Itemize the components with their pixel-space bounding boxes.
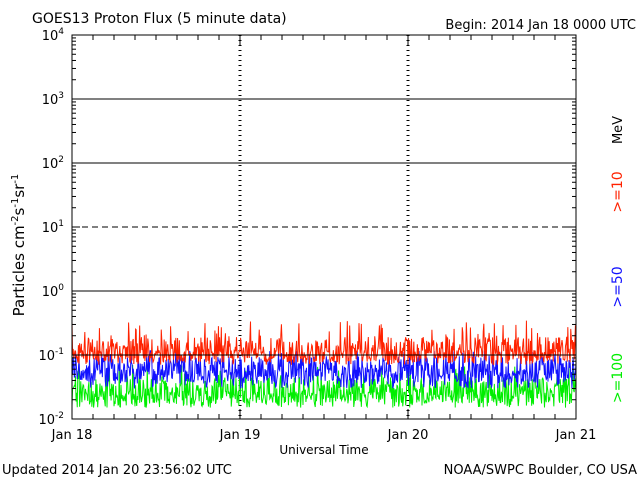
chart-title: GOES13 Proton Flux (5 minute data) — [32, 11, 287, 27]
x-axis-ticks: Jan 18 Jan 19 Jan 20 Jan 21 — [51, 35, 597, 443]
x-tick-label: Jan 20 — [387, 428, 429, 443]
series-line — [71, 320, 577, 366]
y-tick-label: 101 — [42, 219, 64, 236]
y-axis-label: Particles cm-2s-1sr-1 — [10, 174, 28, 317]
x-tick-label: Jan 19 — [219, 428, 261, 443]
legend-item-100mev: >=100 — [610, 353, 626, 403]
plot-area — [71, 35, 577, 419]
legend-item-50mev: >=50 — [610, 266, 626, 307]
updated-timestamp: Updated 2014 Jan 20 23:56:02 UTC — [2, 463, 232, 478]
x-tick-label: Jan 21 — [555, 428, 597, 443]
y-tick-label: 10-2 — [38, 411, 64, 428]
y-tick-label: 103 — [42, 91, 64, 108]
legend-item-10mev: >=10 — [610, 171, 626, 212]
credit-text: NOAA/SWPC Boulder, CO USA — [444, 463, 637, 478]
y-tick-label: 100 — [42, 283, 65, 300]
y-tick-label: 104 — [42, 27, 65, 44]
legend-unit: MeV — [611, 116, 626, 144]
begin-time: Begin: 2014 Jan 18 0000 UTC — [445, 18, 636, 33]
y-axis-ticks: 10-2 10-1 100 101 102 103 104 — [38, 27, 576, 428]
series-line — [71, 349, 577, 389]
x-tick-label: Jan 18 — [51, 428, 93, 443]
y-tick-label: 10-1 — [38, 347, 64, 364]
y-tick-label: 102 — [42, 155, 64, 172]
x-axis-label: Universal Time — [279, 443, 368, 457]
